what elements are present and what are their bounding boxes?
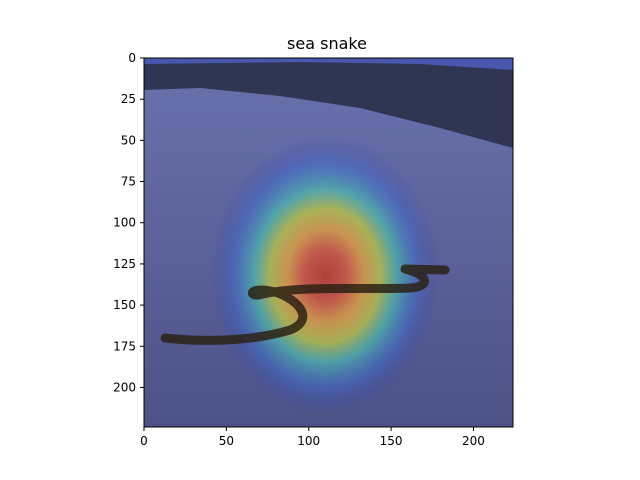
y-tick-label: 125 xyxy=(113,257,136,271)
y-tick-label: 0 xyxy=(128,51,136,65)
plot-frame xyxy=(143,57,514,428)
y-tick-label: 200 xyxy=(113,380,136,394)
y-tick-label: 150 xyxy=(113,298,136,312)
y-tick-label: 100 xyxy=(113,216,136,230)
x-axis: 0 50 100 150 200 xyxy=(140,427,485,448)
x-tick-label: 200 xyxy=(462,434,485,448)
x-tick-label: 0 xyxy=(140,434,148,448)
sky-patch xyxy=(144,58,513,70)
treeline xyxy=(144,58,513,148)
y-tick-label: 175 xyxy=(113,339,136,353)
y-axis: 0 25 50 75 100 125 150 175 200 xyxy=(113,51,144,394)
heatmap-overlay xyxy=(209,135,441,416)
x-tick-label: 100 xyxy=(297,434,320,448)
x-tick-label: 50 xyxy=(219,434,234,448)
plot-area xyxy=(144,58,513,427)
y-tick-label: 75 xyxy=(121,175,136,189)
y-tick-label: 50 xyxy=(121,133,136,147)
x-tick-label: 150 xyxy=(380,434,403,448)
snake-silhouette xyxy=(160,264,450,345)
y-tick-label: 25 xyxy=(121,92,136,106)
chart-title: sea snake xyxy=(287,34,367,53)
